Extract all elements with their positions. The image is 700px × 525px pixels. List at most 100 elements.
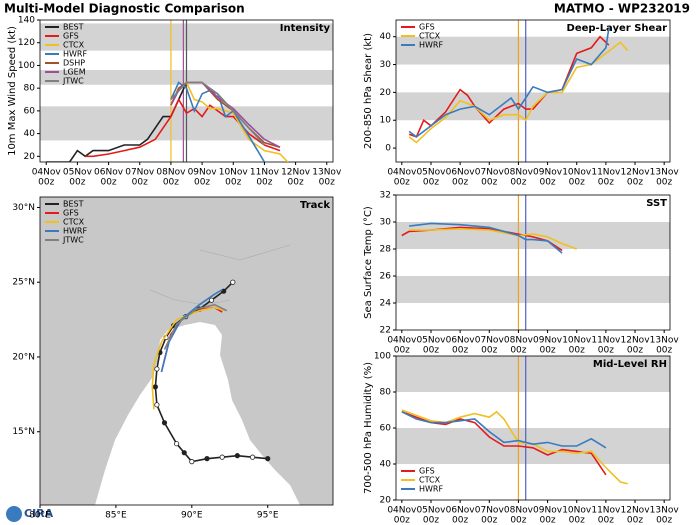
x-tick-sublabel: 00z <box>627 516 643 525</box>
x-tick-label: 12Nov <box>621 506 651 516</box>
x-tick-label: 13Nov <box>650 506 680 516</box>
y-tick-label: 60 <box>24 106 36 116</box>
x-tick-sublabel: 00z <box>569 346 585 356</box>
x-tick-sublabel: 00z <box>598 516 614 525</box>
x-tick-label: 07Nov <box>475 168 505 178</box>
y-tick-label: 40 <box>24 129 36 139</box>
legend-label: LGEM <box>63 68 86 77</box>
track-point <box>221 288 227 294</box>
x-tick-sublabel: 00z <box>163 178 179 188</box>
legend-label: CTCX <box>419 32 441 41</box>
x-tick-label: 08Nov <box>504 336 534 346</box>
band <box>396 222 670 249</box>
x-tick-label: 10Nov <box>562 168 592 178</box>
logo-text: CIRA <box>24 507 54 520</box>
x-tick-label: 12Nov <box>621 336 651 346</box>
track-point <box>152 384 158 390</box>
x-tick-label: 07Nov <box>475 336 505 346</box>
y-tick-label: 32 <box>380 191 391 201</box>
x-tick-label: 04Nov <box>387 336 417 346</box>
page-title: Multi-Model Diagnostic Comparison <box>4 2 245 16</box>
x-tick-label: 06Nov <box>446 336 476 346</box>
x-tick-sublabel: 00z <box>452 178 468 188</box>
x-tick-label: 90°E <box>181 511 203 521</box>
x-tick-label: 04Nov <box>387 168 417 178</box>
x-tick-sublabel: 00z <box>194 178 210 188</box>
x-tick-label: 09Nov <box>533 506 563 516</box>
x-tick-sublabel: 00z <box>569 516 585 525</box>
x-tick-sublabel: 00z <box>656 346 672 356</box>
x-tick-sublabel: 00z <box>288 178 304 188</box>
x-tick-sublabel: 00z <box>539 516 555 525</box>
track-point <box>208 297 215 303</box>
panel-title: Intensity <box>280 23 331 34</box>
band <box>396 428 670 464</box>
x-tick-label: 05Nov <box>416 336 446 346</box>
track-point <box>204 456 210 462</box>
x-tick-sublabel: 00z <box>452 516 468 525</box>
x-tick-sublabel: 00z <box>510 516 526 525</box>
x-tick-label: 09Nov <box>533 336 563 346</box>
y-tick-label: 100 <box>18 61 35 71</box>
legend-label: BEST <box>63 23 84 32</box>
plot-frame <box>395 19 671 163</box>
x-tick-label: 13Nov <box>650 336 680 346</box>
y-axis-label: 200-850 hPa Shear (kt) <box>363 33 374 149</box>
track-point <box>181 450 187 456</box>
x-tick-label: 11Nov <box>591 506 621 516</box>
y-tick-label: 80 <box>380 388 392 398</box>
legend-label: JTWC <box>62 77 84 86</box>
series-line <box>408 28 610 138</box>
legend-label: GFS <box>419 23 435 32</box>
x-tick-label: 10Nov <box>562 506 592 516</box>
x-tick-label: 05Nov <box>416 168 446 178</box>
plot-frame <box>395 194 671 331</box>
x-tick-label: 11Nov <box>250 168 280 178</box>
x-tick-sublabel: 00z <box>481 346 497 356</box>
x-tick-label: 07Nov <box>475 506 505 516</box>
panel-title: SST <box>646 198 667 209</box>
y-tick-label: 10 <box>380 116 392 126</box>
x-tick-sublabel: 00z <box>510 346 526 356</box>
x-tick-label: 08Nov <box>156 168 186 178</box>
legend-label: HWRF <box>419 485 443 494</box>
track-point <box>161 420 168 426</box>
x-tick-sublabel: 00z <box>627 178 643 188</box>
band <box>396 356 670 392</box>
x-tick-label: 10Nov <box>219 168 249 178</box>
panel-title: Deep-Layer Shear <box>567 23 668 34</box>
track-point <box>219 454 225 460</box>
series-line <box>85 97 281 158</box>
x-tick-label: 12Nov <box>621 168 651 178</box>
y-tick-label: 0 <box>385 144 391 154</box>
storm-name: MATMO - WP232019 <box>554 2 690 16</box>
x-tick-label: 09Nov <box>533 168 563 178</box>
x-tick-sublabel: 00z <box>452 346 468 356</box>
x-tick-sublabel: 00z <box>510 178 526 188</box>
x-tick-label: 06Nov <box>446 506 476 516</box>
y-tick-label: 20 <box>24 152 36 162</box>
legend-label: DSHP <box>63 59 85 68</box>
x-tick-label: 85°E <box>105 511 127 521</box>
band <box>396 276 670 303</box>
y-tick-label: 40 <box>380 460 392 470</box>
x-tick-sublabel: 00z <box>423 178 439 188</box>
x-tick-sublabel: 00z <box>539 346 555 356</box>
series-line <box>151 306 226 410</box>
series-line <box>401 411 607 449</box>
legend-label: HWRF <box>63 227 87 236</box>
track-point <box>249 454 256 460</box>
track-point <box>230 279 236 285</box>
legend-label: JTWC <box>62 236 84 245</box>
y-tick-label: 20 <box>380 88 392 98</box>
y-tick-label: 120 <box>18 38 35 48</box>
legend-label: CTCX <box>419 476 441 485</box>
x-tick-sublabel: 00z <box>569 178 585 188</box>
y-tick-label: 28 <box>380 245 392 255</box>
series-layer <box>151 279 271 465</box>
series-layer <box>408 28 629 144</box>
legend-label: GFS <box>419 467 435 476</box>
sea <box>95 322 300 505</box>
legend-label: HWRF <box>63 50 87 59</box>
